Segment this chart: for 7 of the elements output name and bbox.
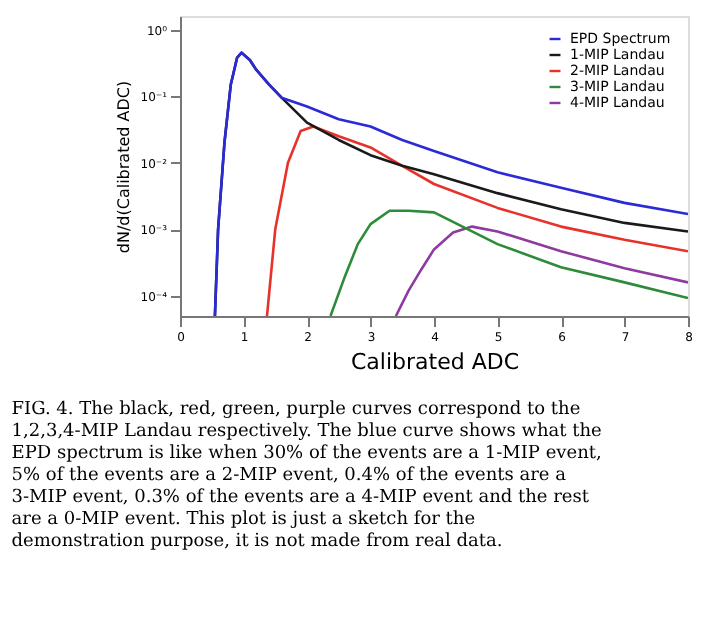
- line-series: [394, 225, 688, 316]
- x-axis-title: Calibrated ADC: [350, 349, 520, 375]
- line-series: [329, 209, 688, 316]
- line-series: [213, 51, 688, 316]
- y-axis-title: dN/d(Calibrated ADC): [114, 80, 133, 254]
- line-series: [265, 125, 688, 316]
- caption: FIG. 4. The black, red, green, purple curves correspond to the 1,2,3,4-MIP Landau respectively. The blue curve shows what the EPD spectrum is like when 30% of the events are a 1-MIP event, 5% of the events are a 2-MIP event, 0.4% of the events are a 3-MIP event, 0.3% of the events are a 4-MIP event and the rest are a 0-MIP event. This plot is just a sketch for the demonstration purpose, it is not made from real data.: [11, 400, 602, 552]
